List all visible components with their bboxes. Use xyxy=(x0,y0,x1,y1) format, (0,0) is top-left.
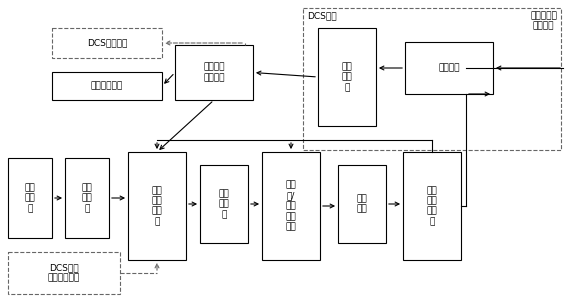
Text: DCS系统
静叶控制信号: DCS系统 静叶控制信号 xyxy=(48,263,80,283)
Text: 静叶
位置
变送
器: 静叶 位置 变送 器 xyxy=(427,186,438,226)
Text: 开关
量输
出: 开关 量输 出 xyxy=(341,62,352,92)
Bar xyxy=(405,42,493,94)
Bar xyxy=(200,165,248,243)
Text: 伺服控制器
输出信号: 伺服控制器 输出信号 xyxy=(530,11,557,30)
Bar xyxy=(303,8,561,150)
Bar xyxy=(8,158,52,238)
Bar xyxy=(128,152,186,260)
Text: 静叶
伺服
控制
器: 静叶 伺服 控制 器 xyxy=(152,186,162,226)
Text: 减法运算: 减法运算 xyxy=(438,64,460,72)
Bar xyxy=(262,152,320,260)
Text: 静叶
手/
自动
切换
装置: 静叶 手/ 自动 切换 装置 xyxy=(285,181,296,231)
Text: DCS系统报警: DCS系统报警 xyxy=(87,39,127,47)
Text: 静叶
伺服
阀: 静叶 伺服 阀 xyxy=(219,189,229,219)
Text: 静叶
调节
器: 静叶 调节 器 xyxy=(25,183,35,213)
Text: 风机
静叶: 风机 静叶 xyxy=(356,194,367,214)
Bar xyxy=(338,165,386,243)
Bar xyxy=(65,158,109,238)
Bar xyxy=(8,252,120,294)
Bar xyxy=(403,152,461,260)
Bar xyxy=(52,72,162,100)
Text: 声光报警系统: 声光报警系统 xyxy=(91,81,123,91)
Text: DCS系统: DCS系统 xyxy=(307,11,337,20)
Text: 工艺联锁
逻辑单元: 工艺联锁 逻辑单元 xyxy=(203,63,225,82)
Bar xyxy=(52,28,162,58)
Bar xyxy=(175,45,253,100)
Text: 静叶
手操
器: 静叶 手操 器 xyxy=(82,183,92,213)
Bar xyxy=(318,28,376,126)
